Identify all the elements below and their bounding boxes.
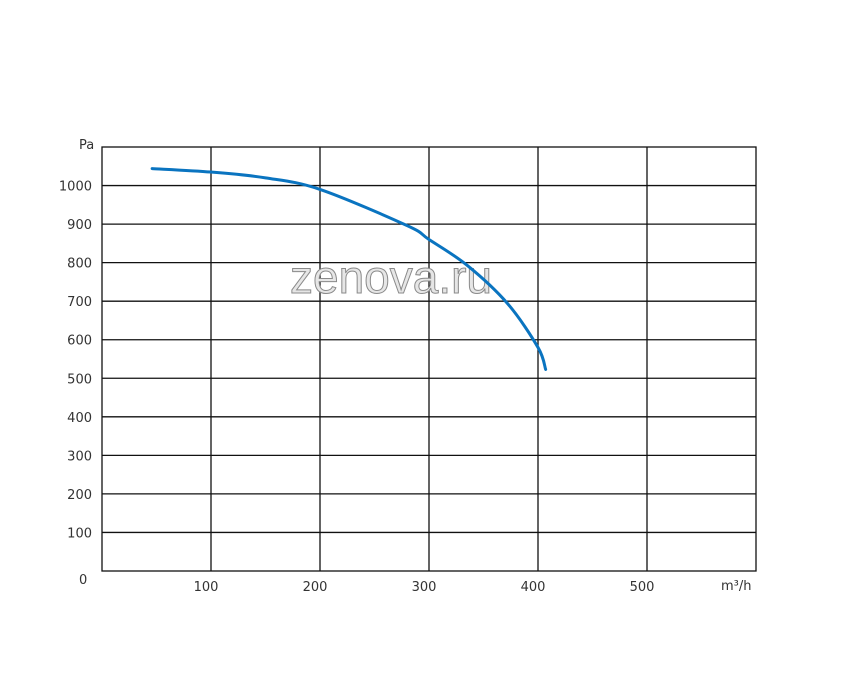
x-tick-label: 100 <box>194 580 219 595</box>
y-tick-label: 900 <box>67 218 92 233</box>
x-axis-label: m³/h <box>721 579 752 594</box>
performance-curve <box>150 167 548 371</box>
y-tick-label: 500 <box>67 372 92 387</box>
y-tick-label: 100 <box>67 526 92 541</box>
x-tick-label: 300 <box>412 580 437 595</box>
y-tick-label: 800 <box>67 257 92 272</box>
y-tick-label: 600 <box>67 334 92 349</box>
series-layer <box>150 167 548 371</box>
grid <box>101 146 757 572</box>
y-tick-label: 300 <box>67 449 92 464</box>
y-tick-label: 400 <box>67 411 92 426</box>
y-tick-label: 200 <box>67 488 92 503</box>
x-tick-label: 400 <box>521 580 546 595</box>
y-axis-label: Pa <box>79 138 94 153</box>
x-tick-label: 500 <box>630 580 655 595</box>
origin-label: 0 <box>79 573 87 588</box>
watermark: zenova.ru <box>290 251 492 303</box>
y-tick-label: 1000 <box>59 180 92 195</box>
x-tick-label: 200 <box>303 580 328 595</box>
tick-labels: 100 200 300 400 500 100 200 300 400 500 600 700 800 9… <box>59 180 655 595</box>
y-tick-label: 700 <box>67 295 92 310</box>
